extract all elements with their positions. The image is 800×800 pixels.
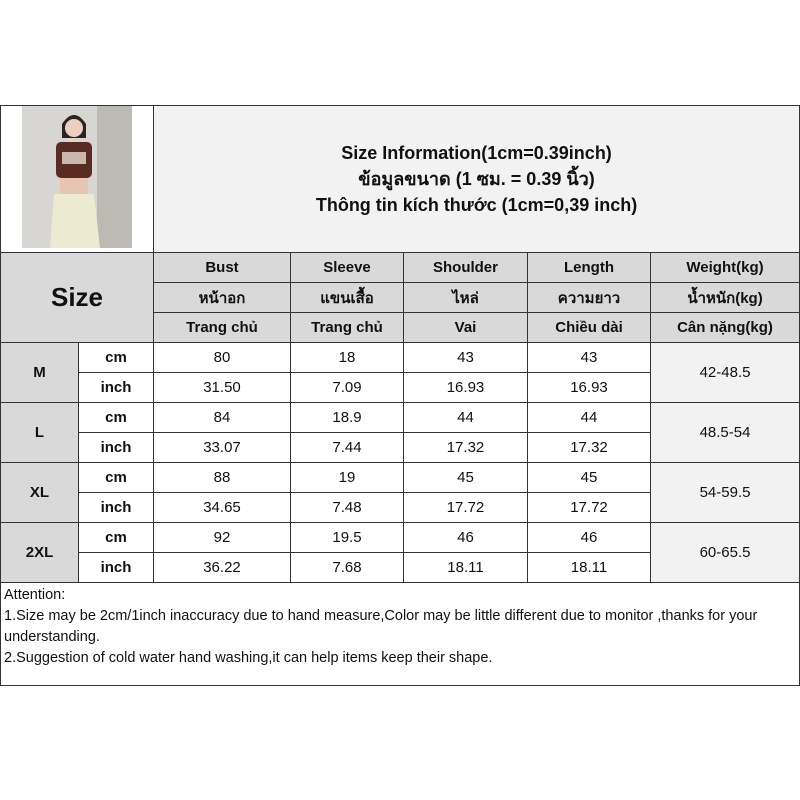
measurement-cell: 46 xyxy=(527,522,651,553)
size-name: L xyxy=(0,402,79,463)
measurement-cell: 19 xyxy=(290,462,404,493)
size-name: 2XL xyxy=(0,522,79,583)
title-vi: Thông tin kích thước (1cm=0,39 inch) xyxy=(315,195,638,215)
measurement-cell: 80 xyxy=(153,342,291,373)
measurement-cell: 19.5 xyxy=(290,522,404,553)
header-row-vi: Trang chủ Trang chủ Vai Chiều dài Cân nặng(k… xyxy=(1,312,800,343)
measurement-cell: 17.32 xyxy=(403,432,528,463)
table-row: 2XL cm 92 19.5 46 46 60-65.5 xyxy=(0,522,800,583)
column-header-en: Length xyxy=(527,252,651,283)
measurement-cell: 18.11 xyxy=(403,552,528,583)
note-line: 1.Size may be 2cm/1inch inaccuracy due t… xyxy=(4,608,758,645)
measurement-cell: 88 xyxy=(153,462,291,493)
model-photo-icon xyxy=(22,106,132,248)
table-row: XL cm 88 19 45 45 54-59.5 xyxy=(0,462,800,523)
column-header-vi: Trang chủ xyxy=(290,312,404,343)
size-name: M xyxy=(0,342,79,403)
measurement-cell: 36.22 xyxy=(153,552,291,583)
weight-range: 42-48.5 xyxy=(649,342,800,403)
column-header-th: หน้าอก xyxy=(153,282,291,313)
measurement-cell: 16.93 xyxy=(403,372,528,403)
unit-label: cm xyxy=(78,342,154,373)
measurement-cell: 16.93 xyxy=(527,372,651,403)
unit-label: cm xyxy=(78,462,154,493)
measurement-cell: 18 xyxy=(290,342,404,373)
weight-range: 54-59.5 xyxy=(649,462,800,523)
measurement-cell: 46 xyxy=(403,522,528,553)
column-header-en: Sleeve xyxy=(290,252,404,283)
column-header-vi: Vai xyxy=(403,312,528,343)
unit-label: cm xyxy=(78,402,154,433)
column-header-vi: Cân nặng(kg) xyxy=(649,312,800,343)
table-row: inch 33.07 7.44 17.32 17.32 xyxy=(1,432,800,463)
measurement-cell: 44 xyxy=(527,402,651,433)
unit-label: inch xyxy=(78,372,154,403)
column-header-en: Shoulder xyxy=(403,252,528,283)
measurement-cell: 7.68 xyxy=(290,552,404,583)
note-line: 2.Suggestion of cold water hand washing,… xyxy=(4,650,493,666)
measurement-cell: 43 xyxy=(527,342,651,373)
column-header-vi: Chiều dài xyxy=(527,312,651,343)
measurement-cell: 34.65 xyxy=(153,492,291,523)
notes-row: Attention: 1.Size may be 2cm/1inch inaccu… xyxy=(0,582,800,686)
measurement-cell: 18.11 xyxy=(527,552,651,583)
title-th: ข้อมูลขนาด (1 ซม. = 0.39 นิ้ว) xyxy=(358,169,595,189)
measurement-cell: 31.50 xyxy=(153,372,291,403)
measurement-cell: 43 xyxy=(403,342,528,373)
weight-range: 60-65.5 xyxy=(649,522,800,583)
weight-range: 48.5-54 xyxy=(649,402,800,463)
title-en: Size Information(1cm=0.39inch) xyxy=(341,143,612,163)
unit-label: inch xyxy=(78,432,154,463)
measurement-cell: 45 xyxy=(403,462,528,493)
unit-label: inch xyxy=(78,552,154,583)
size-info-title: Size Information(1cm=0.39inch) ข้อมูลขนา… xyxy=(152,105,800,253)
column-header-th: น้ำหนัก(kg) xyxy=(649,282,800,313)
column-header-vi: Trang chủ xyxy=(153,312,291,343)
measurement-cell: 45 xyxy=(527,462,651,493)
measurement-cell: 18.9 xyxy=(290,402,404,433)
unit-label: cm xyxy=(78,522,154,553)
measurement-cell: 44 xyxy=(403,402,528,433)
measurement-cell: 17.72 xyxy=(403,492,528,523)
attention-notes: Attention: 1.Size may be 2cm/1inch inaccu… xyxy=(0,582,800,686)
measurement-cell: 7.48 xyxy=(290,492,404,523)
size-chart-table: Size Information(1cm=0.39inch) ข้อมูลขนา… xyxy=(0,105,800,686)
column-header-th: ไหล่ xyxy=(403,282,528,313)
measurement-cell: 7.09 xyxy=(290,372,404,403)
column-header-th: ความยาว xyxy=(527,282,651,313)
size-name: XL xyxy=(0,462,79,523)
measurement-cell: 17.32 xyxy=(527,432,651,463)
note-line: Attention: xyxy=(4,587,66,603)
table-row: inch 36.22 7.68 18.11 18.11 xyxy=(1,552,800,583)
column-header-en: Weight(kg) xyxy=(649,252,800,283)
measurement-cell: 7.44 xyxy=(290,432,404,463)
header-row-th: หน้าอก แขนเสื้อ ไหล่ ความยาว น้ำหนัก(kg) xyxy=(1,282,800,313)
unit-label: inch xyxy=(78,492,154,523)
measurement-cell: 84 xyxy=(153,402,291,433)
measurement-cell: 17.72 xyxy=(527,492,651,523)
measurement-cell: 92 xyxy=(153,522,291,553)
size-header: Size xyxy=(0,252,154,343)
header-row-en: Size Bust Sleeve Shoulder Length Weight(kg) xyxy=(0,252,800,343)
column-header-th: แขนเสื้อ xyxy=(290,282,404,313)
measurement-cell: 33.07 xyxy=(153,432,291,463)
product-photo xyxy=(0,105,154,253)
column-header-en: Bust xyxy=(153,252,291,283)
